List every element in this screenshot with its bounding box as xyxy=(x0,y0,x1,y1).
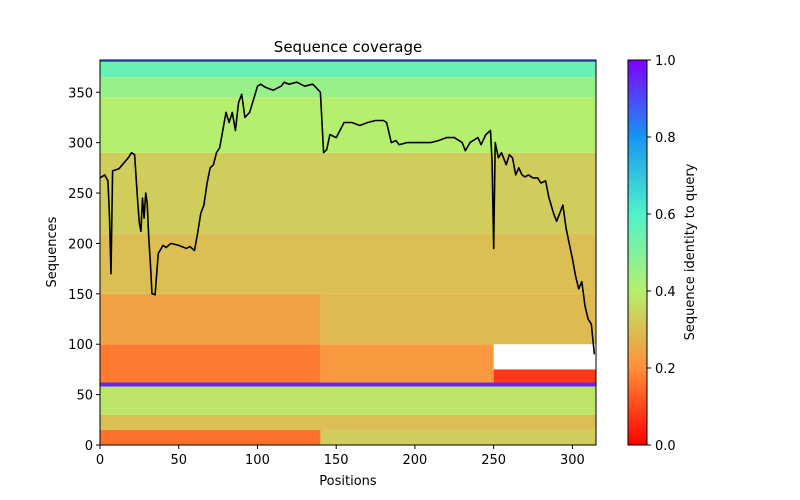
colorbar-label: Sequence identity to query xyxy=(683,163,698,340)
x-tick-label: 50 xyxy=(170,453,187,468)
x-tick-label: 250 xyxy=(481,453,506,468)
colorbar-tick-label: 0.4 xyxy=(655,285,676,300)
coverage-band xyxy=(100,233,596,294)
coverage-band xyxy=(493,369,596,383)
coverage-band xyxy=(100,60,596,63)
coverage-band xyxy=(100,97,596,153)
coverage-band xyxy=(100,62,596,78)
coverage-line-group xyxy=(100,81,596,355)
y-tick-label: 200 xyxy=(68,237,93,252)
y-tick-label: 250 xyxy=(68,187,93,202)
heatmap-bands xyxy=(100,60,596,445)
coverage-band xyxy=(320,344,494,383)
x-tick-label: 150 xyxy=(324,453,349,468)
coverage-band xyxy=(320,293,596,345)
y-tick-label: 150 xyxy=(68,288,93,303)
coverage-band xyxy=(100,152,596,234)
coverage-band xyxy=(100,293,321,345)
y-axis-label: Sequences xyxy=(45,216,60,287)
colorbar-tick-label: 0.0 xyxy=(655,439,676,454)
x-tick-label: 300 xyxy=(560,453,585,468)
y-tick-label: 350 xyxy=(68,86,93,101)
coverage-band xyxy=(100,382,596,387)
colorbar-tick-label: 1.0 xyxy=(655,54,676,69)
x-axis-label: Positions xyxy=(319,474,377,489)
coverage-band xyxy=(100,429,321,445)
y-tick-label: 100 xyxy=(68,338,93,353)
coverage-band xyxy=(100,344,321,383)
y-axis-ticks: 0 50 100 150 200 250 300 350 xyxy=(68,86,100,454)
x-axis-ticks: 0 50 100 150 200 250 300 xyxy=(96,445,585,468)
x-tick-label: 200 xyxy=(403,453,428,468)
chart-title: Sequence coverage xyxy=(274,38,422,56)
x-tick-label: 0 xyxy=(96,453,104,468)
colorbar-tick-label: 0.2 xyxy=(655,362,676,377)
y-tick-label: 300 xyxy=(68,137,93,152)
colorbar-tick-label: 0.8 xyxy=(655,131,676,146)
coverage-line xyxy=(100,81,596,355)
y-tick-label: 50 xyxy=(76,389,93,404)
y-tick-label: 0 xyxy=(85,439,93,454)
plot-frame xyxy=(99,59,597,446)
colorbar-tick-label: 0.6 xyxy=(655,208,676,223)
colorbar-ticks: 0.0 0.2 0.4 0.6 0.8 1.0 xyxy=(647,54,676,454)
coverage-band xyxy=(100,414,596,430)
coverage-band xyxy=(320,429,596,445)
coverage-band xyxy=(100,77,596,98)
coverage-band xyxy=(100,386,596,415)
x-tick-label: 100 xyxy=(245,453,270,468)
colorbar xyxy=(627,59,648,446)
